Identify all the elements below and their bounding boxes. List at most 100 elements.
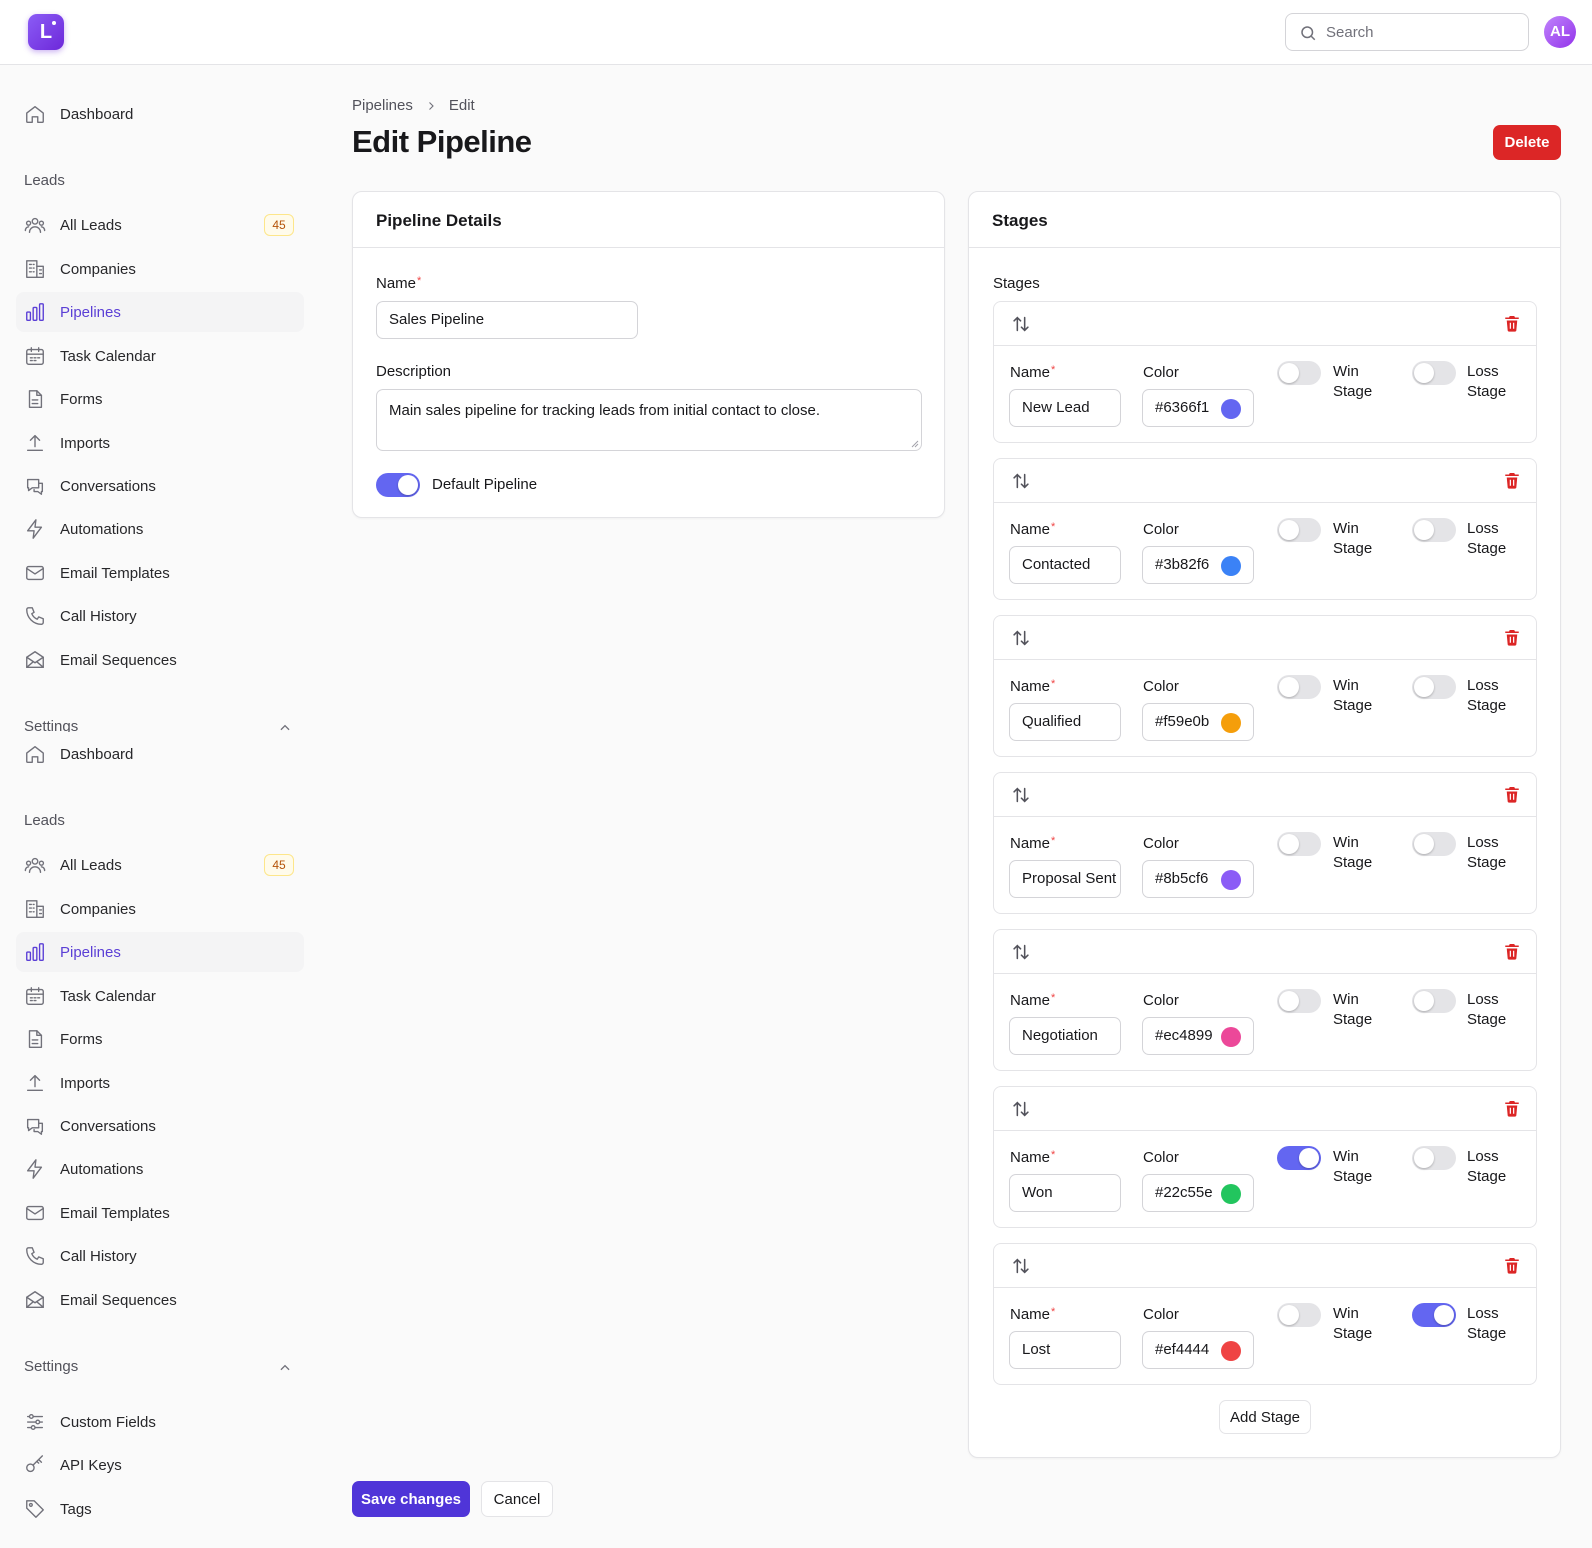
reorder-arrows-icon[interactable] bbox=[1010, 941, 1032, 963]
sidebar-item-call-history[interactable]: Call History bbox=[16, 596, 304, 636]
reorder-arrows-icon[interactable] bbox=[1010, 784, 1032, 806]
loss-stage-toggle[interactable] bbox=[1412, 832, 1456, 856]
win-stage-toggle[interactable] bbox=[1277, 1146, 1321, 1170]
stage-name-input[interactable]: Contacted bbox=[1009, 546, 1121, 584]
sidebar-item-companies[interactable]: Companies bbox=[16, 889, 304, 929]
chevron-up-icon[interactable] bbox=[278, 1361, 292, 1375]
loss-stage-toggle[interactable] bbox=[1412, 1146, 1456, 1170]
win-stage-toggle[interactable] bbox=[1277, 832, 1321, 856]
sidebar-item-automations[interactable]: Automations bbox=[16, 509, 304, 549]
sidebar-item-api-keys[interactable]: API Keys bbox=[16, 1445, 304, 1485]
breadcrumb-pipelines[interactable]: Pipelines bbox=[352, 97, 413, 114]
sidebar-item-task-calendar[interactable]: Task Calendar bbox=[16, 976, 304, 1016]
reorder-arrows-icon[interactable] bbox=[1010, 470, 1032, 492]
reorder-arrows-icon[interactable] bbox=[1010, 627, 1032, 649]
trash-icon[interactable] bbox=[1503, 1256, 1521, 1275]
sidebar-item-companies[interactable]: Companies bbox=[16, 249, 304, 289]
sidebar-item-email-templates[interactable]: Email Templates bbox=[16, 1193, 304, 1233]
trash-icon[interactable] bbox=[1503, 1099, 1521, 1118]
sidebar-item-custom-fields[interactable]: Custom Fields bbox=[16, 1402, 304, 1442]
stage-item: Name* Qualified Color #f59e0b Win Stage Loss St… bbox=[993, 615, 1537, 757]
loss-stage-toggle[interactable] bbox=[1412, 989, 1456, 1013]
sidebar-item-label: Automations bbox=[60, 1160, 144, 1178]
sidebar-item-all-leads[interactable]: All Leads 45 bbox=[16, 845, 304, 885]
search-input[interactable] bbox=[1326, 14, 1521, 50]
loss-stage-toggle[interactable] bbox=[1412, 361, 1456, 385]
stage-color-input[interactable]: #3b82f6 bbox=[1142, 546, 1254, 584]
reorder-arrows-icon[interactable] bbox=[1010, 313, 1032, 335]
sidebar-item-email-templates[interactable]: Email Templates bbox=[16, 553, 304, 593]
reorder-arrows-icon[interactable] bbox=[1010, 1255, 1032, 1277]
sidebar-item-imports[interactable]: Imports bbox=[16, 423, 304, 463]
loss-stage-toggle[interactable] bbox=[1412, 518, 1456, 542]
app-logo[interactable]: L bbox=[28, 14, 64, 50]
description-textarea[interactable]: Main sales pipeline for tracking leads f… bbox=[376, 389, 922, 451]
stage-color-input[interactable]: #8b5cf6 bbox=[1142, 860, 1254, 898]
stage-color-input[interactable]: #6366f1 bbox=[1142, 389, 1254, 427]
sidebar-item-all-leads[interactable]: All Leads 45 bbox=[16, 205, 304, 245]
sidebar-item-email-sequences[interactable]: Email Sequences bbox=[16, 640, 304, 680]
sidebar-item-forms[interactable]: Forms bbox=[16, 1019, 304, 1059]
color-hex-text: #ef4444 bbox=[1155, 1341, 1210, 1358]
win-stage-toggle[interactable] bbox=[1277, 1303, 1321, 1327]
sidebar-item-tags[interactable]: Tags bbox=[16, 1489, 304, 1529]
trash-icon[interactable] bbox=[1503, 942, 1521, 961]
chevron-up-icon[interactable] bbox=[278, 721, 292, 735]
card-title: Pipeline Details bbox=[376, 211, 502, 230]
trash-icon[interactable] bbox=[1503, 785, 1521, 804]
trash-icon[interactable] bbox=[1503, 628, 1521, 647]
color-swatch[interactable] bbox=[1221, 1184, 1241, 1204]
color-swatch[interactable] bbox=[1221, 1027, 1241, 1047]
sidebar-item-label: Imports bbox=[60, 1074, 111, 1092]
win-stage-toggle[interactable] bbox=[1277, 989, 1321, 1013]
win-stage-toggle[interactable] bbox=[1277, 675, 1321, 699]
trash-icon[interactable] bbox=[1503, 471, 1521, 490]
color-swatch[interactable] bbox=[1221, 1341, 1241, 1361]
sidebar-item-conversations[interactable]: Conversations bbox=[16, 466, 304, 506]
stage-name-input[interactable]: Negotiation bbox=[1009, 1017, 1121, 1055]
sidebar-item-task-calendar[interactable]: Task Calendar bbox=[16, 336, 304, 376]
section-heading-settings[interactable]: Settings bbox=[24, 718, 79, 735]
sidebar-item-label: Call History bbox=[60, 607, 137, 625]
win-stage-toggle[interactable] bbox=[1277, 361, 1321, 385]
sidebar-item-imports[interactable]: Imports bbox=[16, 1063, 304, 1103]
calendar-icon bbox=[26, 987, 44, 1005]
pipeline-name-input[interactable]: Sales Pipeline bbox=[376, 301, 638, 339]
user-avatar[interactable]: AL bbox=[1544, 16, 1576, 48]
stage-color-input[interactable]: #22c55e bbox=[1142, 1174, 1254, 1212]
stage-color-input[interactable]: #ef4444 bbox=[1142, 1331, 1254, 1369]
sidebar-item-email-sequences[interactable]: Email Sequences bbox=[16, 1280, 304, 1320]
color-swatch[interactable] bbox=[1221, 870, 1241, 890]
loss-stage-toggle[interactable] bbox=[1412, 675, 1456, 699]
stage-name-input[interactable]: New Lead bbox=[1009, 389, 1121, 427]
add-stage-button[interactable]: Add Stage bbox=[1219, 1400, 1311, 1434]
section-heading-settings[interactable]: Settings bbox=[24, 1358, 79, 1375]
sidebar-item-automations[interactable]: Automations bbox=[16, 1149, 304, 1189]
sidebar-item-dashboard[interactable]: Dashboard bbox=[16, 734, 304, 774]
default-pipeline-toggle[interactable] bbox=[376, 473, 420, 497]
win-stage-toggle[interactable] bbox=[1277, 518, 1321, 542]
sidebar-item-forms[interactable]: Forms bbox=[16, 379, 304, 419]
stage-color-input[interactable]: #f59e0b bbox=[1142, 703, 1254, 741]
stage-name-input[interactable]: Qualified bbox=[1009, 703, 1121, 741]
sidebar-item-pipelines[interactable]: Pipelines bbox=[16, 292, 304, 332]
delete-button[interactable]: Delete bbox=[1493, 125, 1561, 160]
cancel-button[interactable]: Cancel bbox=[481, 1481, 553, 1517]
reorder-arrows-icon[interactable] bbox=[1010, 1098, 1032, 1120]
sidebar-item-call-history[interactable]: Call History bbox=[16, 1236, 304, 1276]
sidebar-item-dashboard[interactable]: Dashboard bbox=[16, 94, 304, 134]
loss-stage-toggle[interactable] bbox=[1412, 1303, 1456, 1327]
sidebar-item-pipelines[interactable]: Pipelines bbox=[16, 932, 304, 972]
sidebar-item-label: All Leads bbox=[60, 856, 122, 874]
stage-name-input[interactable]: Proposal Sent bbox=[1009, 860, 1121, 898]
trash-icon[interactable] bbox=[1503, 314, 1521, 333]
color-swatch[interactable] bbox=[1221, 556, 1241, 576]
color-swatch[interactable] bbox=[1221, 399, 1241, 419]
stage-name-input[interactable]: Won bbox=[1009, 1174, 1121, 1212]
stage-color-input[interactable]: #ec4899 bbox=[1142, 1017, 1254, 1055]
stage-name-input[interactable]: Lost bbox=[1009, 1331, 1121, 1369]
sidebar-item-conversations[interactable]: Conversations bbox=[16, 1106, 304, 1146]
color-swatch[interactable] bbox=[1221, 713, 1241, 733]
search-box[interactable] bbox=[1285, 13, 1529, 51]
save-changes-button[interactable]: Save changes bbox=[352, 1481, 470, 1517]
